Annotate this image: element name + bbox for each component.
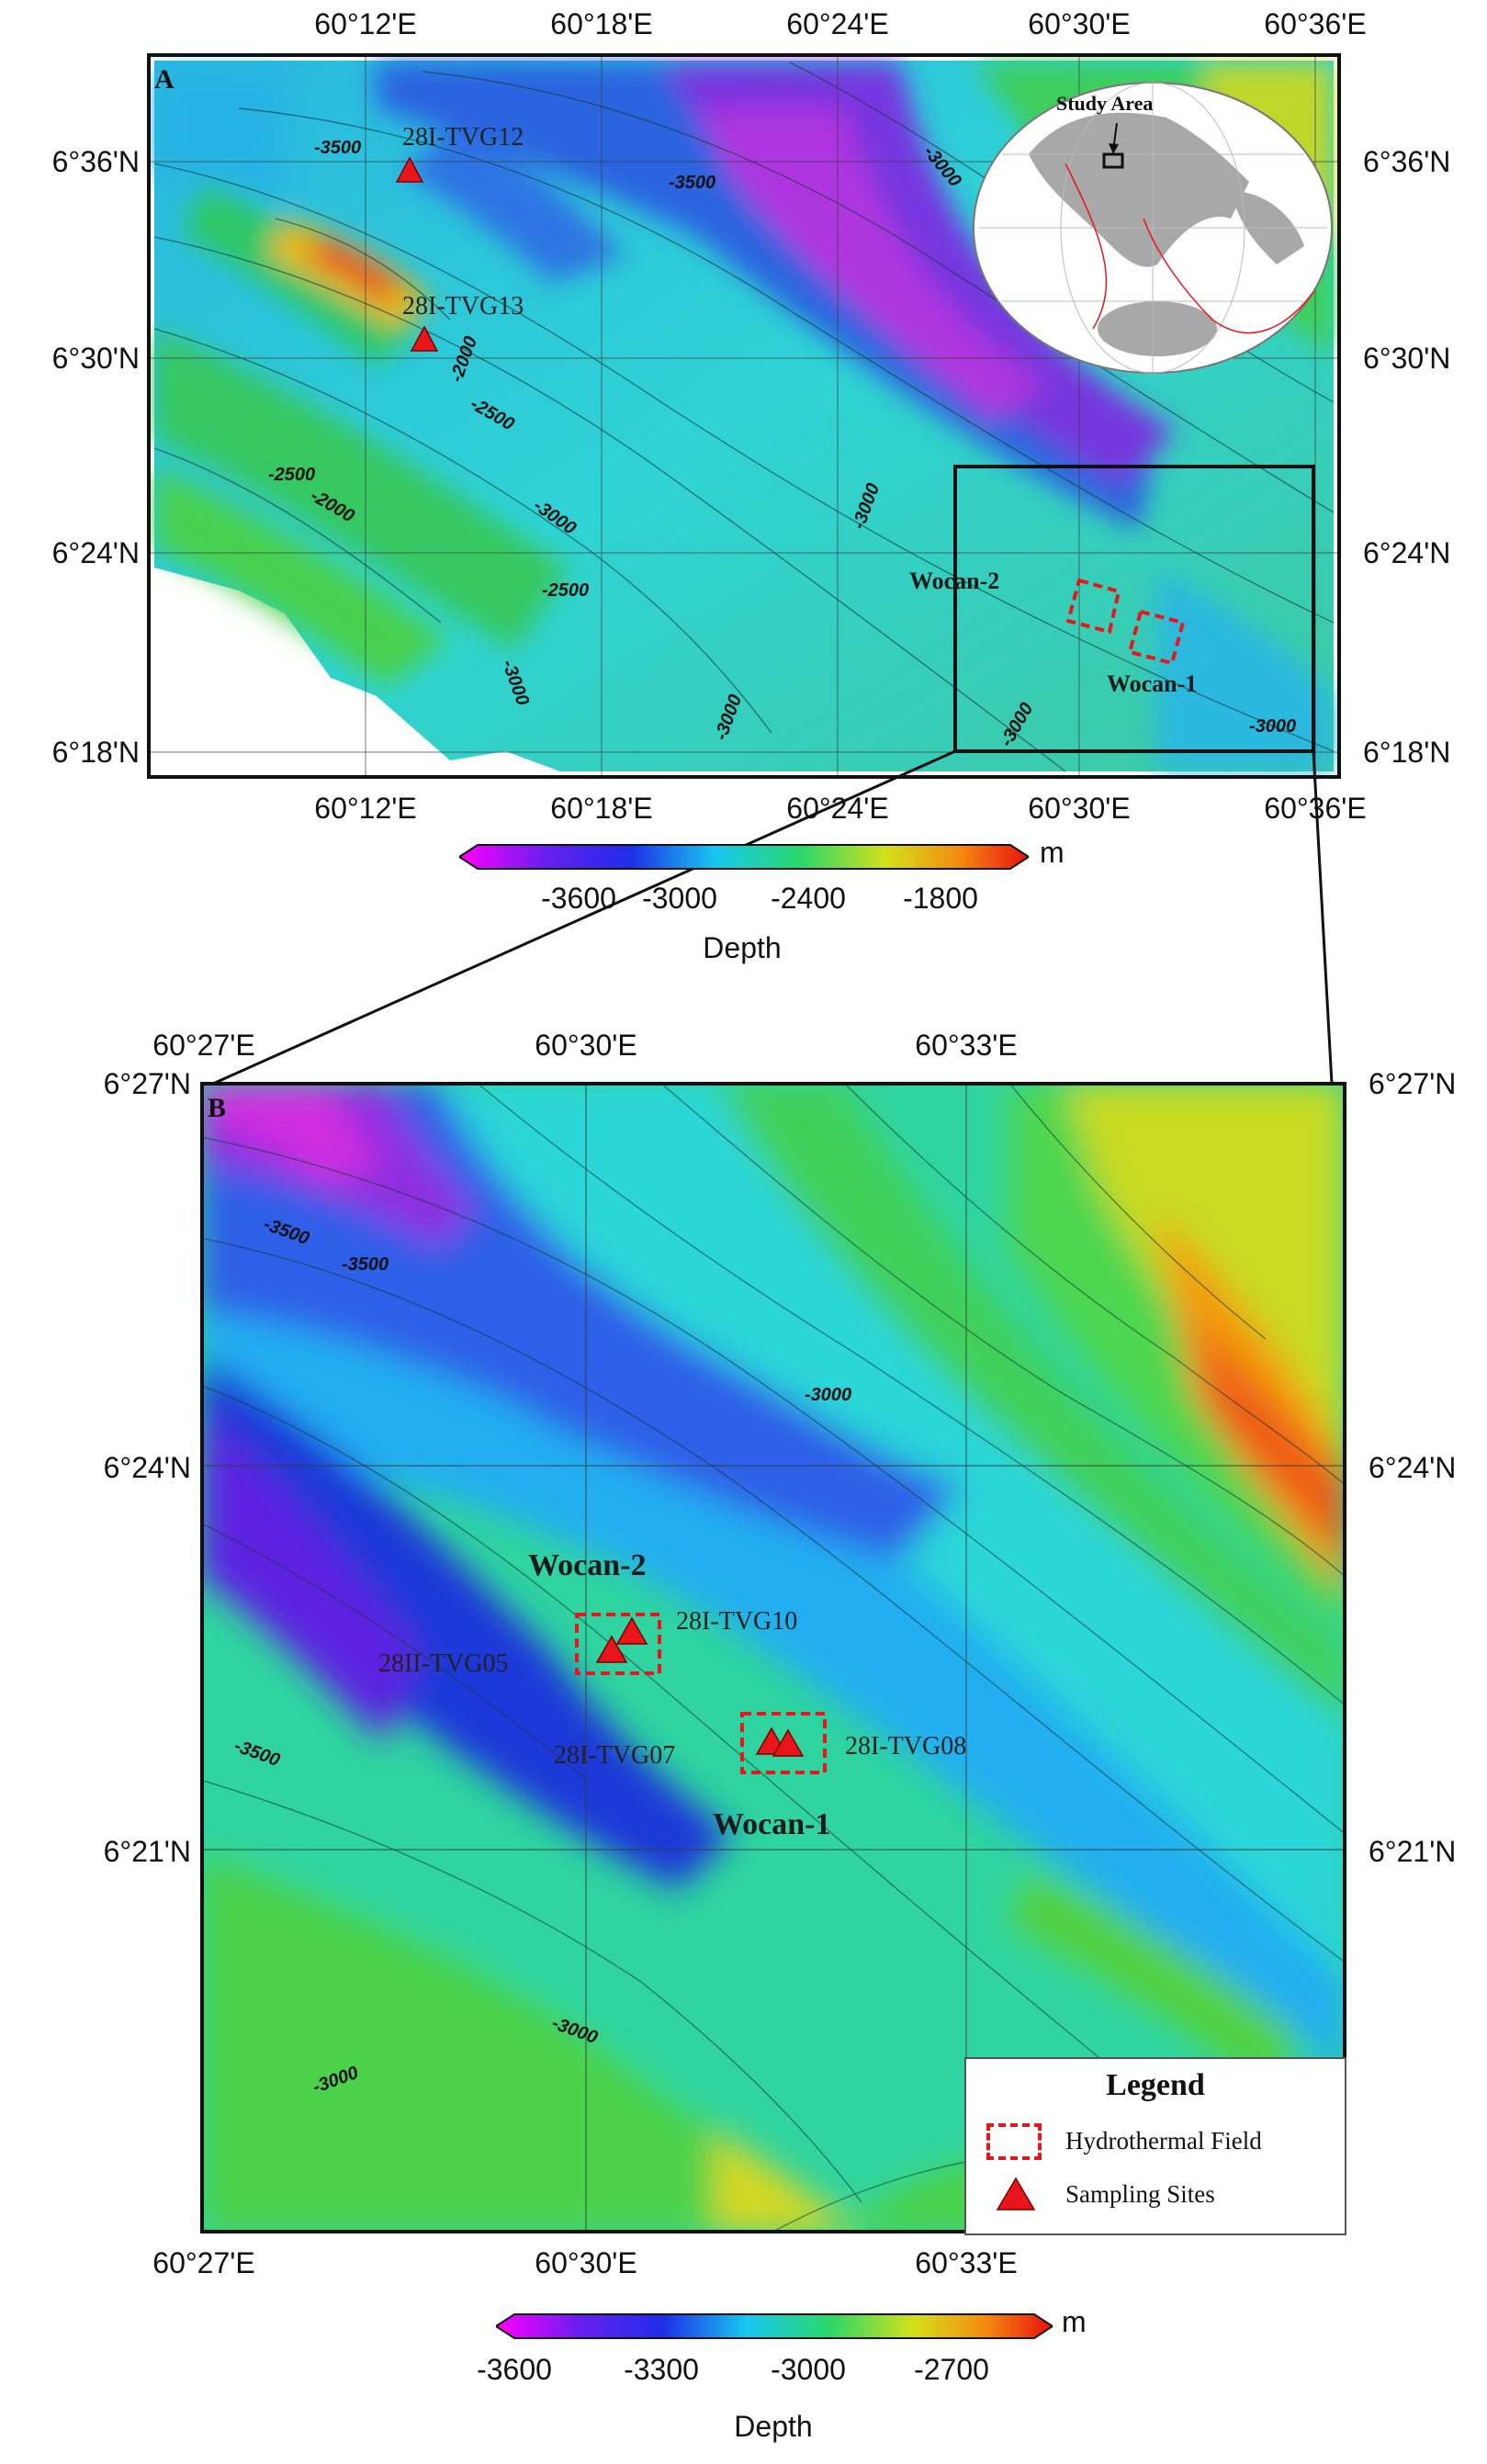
colorbar-b-tick: -3000 — [771, 2353, 846, 2386]
map-legend: Legend Hydrothermal Field Sampling Sites — [964, 2057, 1346, 2235]
field-label: Wocan-1 — [1107, 670, 1198, 697]
site-label: 28I-TVG08 — [845, 1732, 967, 1761]
panel-a-bottom-lon-label: 60°18'E — [550, 792, 653, 825]
panel-a-letter: A — [154, 64, 175, 95]
panel-b-lat-label-right: 6°21'N — [1369, 1835, 1457, 1868]
panel-b-bottom-lon-label: 60°30'E — [535, 2246, 637, 2279]
site-label: 28I-TVG07 — [554, 1741, 676, 1770]
panel-b-letter: B — [208, 1093, 227, 1123]
panel-a-lat-label-left: 6°18'N — [51, 736, 140, 769]
panel-a-top-lon-label: 60°36'E — [1264, 7, 1367, 40]
panel-a-top-lon-label: 60°18'E — [550, 7, 653, 40]
legend-site-icon — [996, 2177, 1036, 2211]
panel-a-lat-label-right: 6°24'N — [1363, 536, 1451, 569]
site-label: 28I-TVG13 — [402, 292, 524, 321]
legend-title: Legend — [1106, 2068, 1205, 2102]
field-label: Wocan-2 — [909, 568, 1000, 594]
contour-label: -2500 — [542, 580, 590, 601]
contour-label: -3500 — [342, 1255, 389, 1275]
site-label: 28I-TVG10 — [676, 1607, 798, 1636]
panel-a-lat-label-right: 6°18'N — [1363, 736, 1451, 769]
contour-label: -3000 — [1249, 716, 1297, 737]
colorbar-b-tick: -3600 — [477, 2353, 552, 2386]
colorbar-a-gradient — [459, 844, 1029, 870]
site-label: 28I-TVG12 — [402, 123, 524, 152]
panel-b-bottom-lon-label: 60°33'E — [915, 2246, 1018, 2279]
panel-b-lat-label-left: 6°27'N — [103, 1067, 191, 1100]
panel-b-lat-label-left: 6°24'N — [103, 1451, 191, 1484]
colorbar-a-tick: -3600 — [541, 882, 616, 915]
contour-label: -3000 — [805, 1385, 852, 1405]
colorbar-a-tick: -2400 — [771, 882, 846, 915]
panel-b-top-lon-label: 60°27'E — [152, 1029, 255, 1062]
legend-field-swatch — [986, 2123, 1042, 2160]
panel-b-lat-label-right: 6°24'N — [1369, 1451, 1457, 1484]
colorbar-a-tick: -1800 — [903, 882, 978, 915]
panel-a-top-lon-label: 60°30'E — [1028, 7, 1131, 40]
legend-item-label: Hydrothermal Field — [1065, 2127, 1262, 2155]
colorbar-b-tick: -2700 — [914, 2353, 989, 2386]
bathymetry-map-a — [147, 53, 1341, 779]
field-label: Wocan-1 — [713, 1807, 831, 1841]
panel-a-top-lon-label: 60°24'E — [786, 7, 889, 40]
colorbar-b-gradient — [496, 2313, 1053, 2339]
bathymetry-map-b — [200, 1082, 1346, 2233]
panel-a-lat-label-right: 6°36'N — [1363, 145, 1451, 178]
colorbar-a-tick: -3000 — [642, 882, 717, 915]
panel-a-bottom-lon-label: 60°30'E — [1028, 792, 1131, 825]
colorbar-a-title: Depth — [703, 931, 782, 964]
panel-b-bottom-lon-label: 60°27'E — [152, 2246, 255, 2279]
panel-a-lat-label-left: 6°36'N — [51, 145, 140, 178]
panel-a-top-lon-label: 60°12'E — [314, 7, 417, 40]
colorbar-b-title: Depth — [734, 2410, 813, 2443]
panel-b-top-lon-label: 60°33'E — [915, 1029, 1018, 1062]
colorbar-a-unit: m — [1040, 836, 1065, 869]
legend-item-label: Sampling Sites — [1065, 2180, 1215, 2208]
field-label: Wocan-2 — [528, 1548, 647, 1582]
colorbar-b-unit: m — [1062, 2305, 1087, 2338]
panel-b-lat-label-left: 6°21'N — [103, 1835, 191, 1868]
panel-a-lat-label-left: 6°30'N — [51, 342, 140, 375]
contour-label: -2500 — [268, 465, 316, 485]
contour-label: -3500 — [669, 173, 716, 193]
panel-a-lat-label-left: 6°24'N — [51, 536, 140, 569]
contour-label: -3500 — [314, 138, 362, 158]
panel-a-lat-label-right: 6°30'N — [1363, 342, 1451, 375]
inset-study-area-label: Study Area — [1056, 92, 1154, 115]
zoom-connector-lines — [212, 749, 1334, 1086]
site-label: 28II-TVG05 — [378, 1649, 509, 1678]
panel-b-top-lon-label: 60°30'E — [535, 1029, 637, 1062]
panel-b-lat-label-right: 6°27'N — [1369, 1067, 1457, 1100]
colorbar-b-tick: -3300 — [624, 2353, 699, 2386]
panel-a-bottom-lon-label: 60°12'E — [314, 792, 417, 825]
